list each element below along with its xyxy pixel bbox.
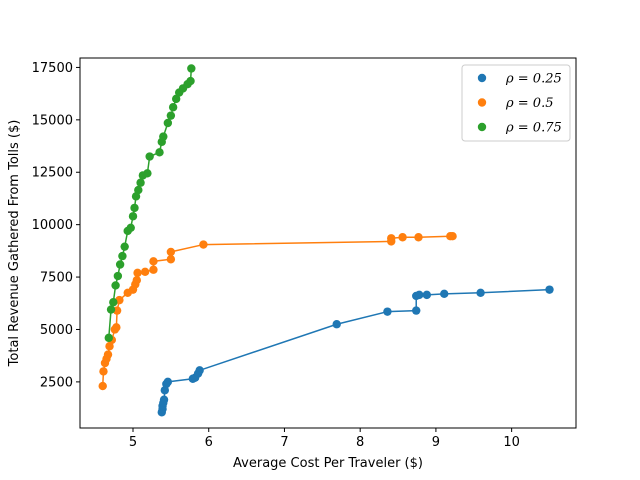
data-point-series-2 — [398, 233, 407, 242]
data-point-series-3 — [109, 298, 118, 307]
data-point-series-3 — [143, 169, 152, 178]
data-point-series-3 — [155, 148, 164, 157]
y-tick-label: 10000 — [32, 218, 73, 233]
y-axis-label: Total Revenue Gathered From Tolls ($) — [7, 120, 22, 368]
data-point-series-3 — [145, 152, 154, 161]
x-tick-label: 7 — [280, 435, 288, 450]
data-point-series-3 — [126, 223, 135, 232]
data-point-series-2 — [133, 268, 142, 278]
legend-box — [461, 64, 571, 142]
y-tick-label: 17500 — [32, 61, 73, 76]
data-point-series-3 — [106, 305, 116, 314]
data-point-series-2 — [132, 276, 141, 285]
legend-label: ρ = 0.75 — [505, 121, 562, 136]
data-point-series-3 — [118, 251, 127, 261]
data-point-series-2 — [387, 234, 396, 243]
data-point-series-1 — [195, 366, 204, 375]
data-point-series-2 — [112, 323, 121, 332]
data-point-series-3 — [186, 76, 195, 86]
data-point-series-2 — [140, 267, 150, 277]
plot-frame — [79, 57, 577, 429]
data-point-series-2 — [448, 231, 457, 241]
data-point-series-3 — [187, 64, 196, 73]
data-point-series-1 — [415, 290, 424, 300]
data-point-series-3 — [168, 103, 178, 112]
data-point-series-3 — [159, 132, 168, 141]
data-point-series-1 — [160, 386, 170, 395]
legend-marker — [477, 98, 487, 107]
y-tick-label: 7500 — [40, 271, 73, 286]
data-point-series-2 — [166, 247, 176, 257]
data-point-series-2 — [414, 233, 423, 242]
data-point-series-3 — [171, 94, 181, 104]
data-point-series-1 — [383, 307, 392, 316]
data-point-series-1 — [422, 290, 432, 300]
x-axis-label: Average Cost Per Traveler ($) — [233, 456, 423, 471]
data-point-series-1 — [545, 285, 554, 294]
x-axis-ticks: 5 6 7 8 9 10 — [129, 428, 520, 450]
data-point-series-3 — [163, 118, 173, 128]
legend-label: ρ = 0.5 — [505, 96, 553, 111]
data-point-series-3 — [134, 185, 143, 195]
data-point-series-3 — [136, 178, 145, 187]
data-point-series-3 — [120, 242, 129, 251]
data-point-series-3 — [130, 203, 139, 213]
x-tick-label: 5 — [129, 435, 137, 450]
data-point-series-2 — [149, 257, 158, 266]
data-point-series-1 — [332, 320, 341, 329]
data-point-series-1 — [440, 289, 449, 299]
data-point-series-3 — [115, 260, 125, 269]
y-axis-ticks: 2500 5000 7500 10000 12500 15000 17500 — [32, 61, 80, 390]
data-point-series-3 — [128, 212, 138, 221]
x-tick-label: 8 — [356, 435, 364, 450]
data-point-series-2 — [98, 381, 107, 391]
y-tick-label: 12500 — [32, 166, 73, 181]
y-tick-label: 5000 — [40, 323, 73, 338]
legend-marker — [477, 122, 487, 132]
x-tick-label: 9 — [432, 435, 440, 450]
y-tick-label: 15000 — [32, 113, 73, 128]
data-point-series-3 — [113, 271, 123, 281]
data-point-series-1 — [163, 377, 173, 387]
data-point-series-3 — [111, 281, 120, 290]
data-point-series-2 — [103, 350, 113, 359]
data-point-series-2 — [166, 255, 176, 264]
data-point-series-3 — [166, 111, 176, 120]
legend: ρ = 0.25 ρ = 0.5 ρ = 0.75 — [461, 64, 571, 142]
series-points — [98, 64, 554, 417]
data-point-series-2 — [99, 367, 108, 376]
data-point-series-3 — [104, 333, 113, 343]
y-tick-label: 2500 — [40, 375, 73, 390]
data-point-series-1 — [412, 306, 421, 315]
x-tick-label: 6 — [205, 435, 213, 450]
data-point-series-2 — [199, 240, 208, 249]
data-point-series-1 — [159, 395, 169, 404]
x-tick-label: 10 — [503, 435, 520, 450]
data-point-series-2 — [149, 265, 158, 274]
legend-label: ρ = 0.25 — [505, 72, 562, 87]
legend-marker — [477, 73, 487, 83]
data-point-series-1 — [476, 288, 485, 297]
